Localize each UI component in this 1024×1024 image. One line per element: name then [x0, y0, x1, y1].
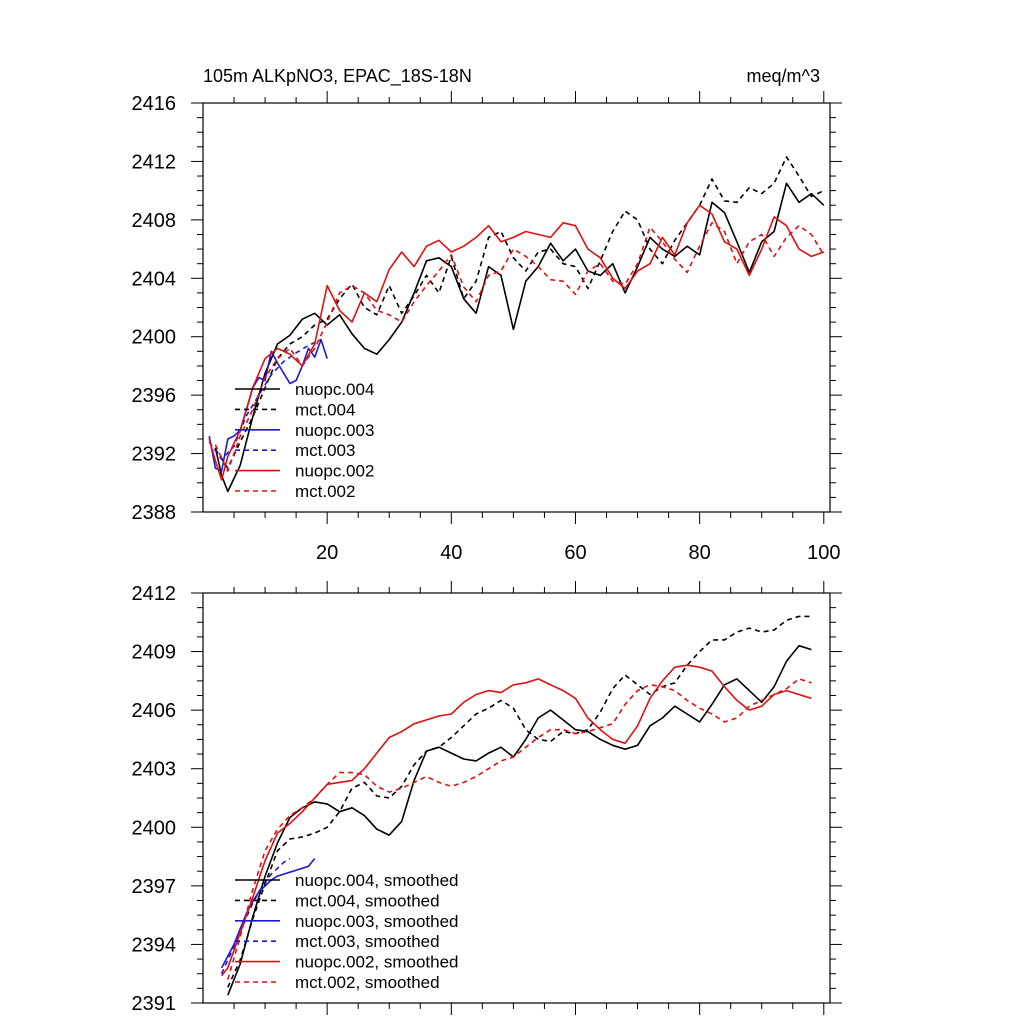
- bottom-panel: 2391 2394 2397 2400 2403 2406 2409 2412 nuopc.00…: [132, 581, 842, 1015]
- top-panel: 20 40 60 80 100 2388 2392 2396 2400 2404 2408 2412 2…: [132, 91, 842, 564]
- y-tick-label: 2400: [132, 327, 177, 349]
- legend-label: nuopc.002: [295, 462, 374, 481]
- y-tick-label: 2404: [132, 268, 177, 290]
- legend-label: mct.004: [295, 400, 355, 419]
- series-line-nuopc-004-smoothed: [227, 644, 812, 996]
- y-tick-label: 2409: [132, 642, 177, 664]
- legend-label: nuopc.003: [295, 421, 374, 440]
- x-tick-label: 60: [564, 542, 586, 564]
- y-tick-label: 2397: [132, 876, 177, 898]
- series-line-mct-004-smoothed: [227, 615, 812, 988]
- y-tick-label: 2408: [132, 210, 177, 232]
- series-line-nuopc-004: [214, 182, 825, 493]
- y-tick-label: 2403: [132, 759, 177, 781]
- y-tick-label: 2394: [132, 934, 177, 956]
- legend-label: nuopc.004: [295, 380, 374, 399]
- x-tick-label: 40: [440, 542, 462, 564]
- series-line-mct-003-smoothed: [220, 857, 291, 975]
- y-tick-label: 2396: [132, 385, 177, 407]
- y-tick-label: 2388: [132, 502, 177, 524]
- y-tick-label: 2416: [132, 93, 177, 115]
- y-tick-label: 2392: [132, 444, 177, 466]
- series-line-mct-002: [214, 222, 825, 472]
- legend-label: mct.002, smoothed: [295, 973, 440, 992]
- series-line-nuopc-003: [208, 338, 328, 472]
- legend-label: nuopc.003, smoothed: [295, 912, 459, 931]
- x-tick-label: 100: [807, 542, 840, 564]
- y-tick-label: 2412: [132, 151, 177, 173]
- series-line-mct-004: [214, 156, 825, 470]
- legend-label: nuopc.004, smoothed: [295, 871, 459, 890]
- y-tick-label: 2406: [132, 700, 177, 722]
- units-label: meq/m^3: [747, 66, 820, 86]
- legend-label: mct.003, smoothed: [295, 932, 440, 951]
- x-tick-label: 80: [689, 542, 711, 564]
- legend-label: mct.004, smoothed: [295, 891, 440, 910]
- chart-title: 105m ALKpNO3, EPAC_18S-18N: [203, 66, 472, 87]
- legend-label: mct.002: [295, 482, 355, 501]
- y-tick-label: 2412: [132, 583, 177, 605]
- y-tick-label: 2391: [132, 993, 177, 1015]
- y-tick-label: 2400: [132, 817, 177, 839]
- series-line-mct-003: [208, 338, 322, 461]
- legend-label: nuopc.002, smoothed: [295, 953, 459, 972]
- series-line-mct-002-smoothed: [227, 678, 812, 980]
- series-line-nuopc-003-smoothed: [220, 858, 316, 969]
- x-tick-label: 20: [316, 542, 338, 564]
- legend-label: mct.003: [295, 441, 355, 460]
